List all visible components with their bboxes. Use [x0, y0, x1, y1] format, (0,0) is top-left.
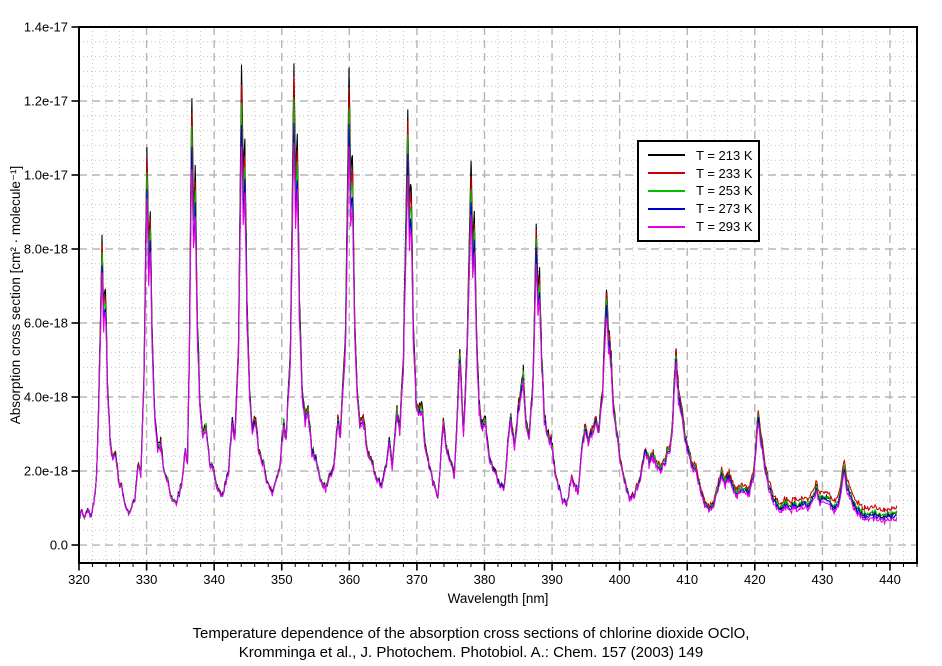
- series-line-T-293-K: [79, 142, 898, 525]
- x-tick-label: 420: [744, 572, 766, 587]
- y-tick-label: 2.0e-18: [24, 464, 68, 479]
- x-tick-label: 330: [136, 572, 158, 587]
- legend-item: T = 233 K: [648, 166, 758, 181]
- axis-tick-labels: 320 330 340 350 360 370 380 390 400 410 420 430 440 0…: [24, 20, 901, 588]
- x-tick-label: 340: [203, 572, 225, 587]
- legend-label: T = 293 K: [696, 219, 753, 235]
- y-tick-label: 1.0e-17: [24, 168, 68, 183]
- legend-item: T = 253 K: [648, 183, 758, 198]
- spectrum-chart: 320 330 340 350 360 370 380 390 400 410 420 430 440 0…: [24, 20, 918, 588]
- caption-line-1: Temperature dependence of the absorption…: [192, 625, 750, 642]
- x-tick-label: 410: [676, 572, 698, 587]
- x-tick-label: 360: [338, 572, 360, 587]
- legend-label: T = 233 K: [696, 165, 753, 181]
- grid-minor: [79, 27, 917, 563]
- x-tick-label: 440: [879, 572, 901, 587]
- legend-line-swatch: [648, 154, 685, 157]
- legend: T = 213 K T = 233 K T = 253 K T = 273 K T = …: [637, 140, 760, 242]
- legend-line-swatch: [648, 172, 685, 175]
- legend-line-swatch: [648, 189, 685, 192]
- series-group: [79, 63, 898, 525]
- legend-item: T = 213 K: [648, 148, 758, 163]
- caption-line-2: Kromminga et al., J. Photochem. Photobio…: [238, 643, 704, 661]
- y-tick-label: 4.0e-18: [24, 390, 68, 405]
- y-tick-label: 0.0: [50, 538, 68, 553]
- x-tick-label: 400: [609, 572, 631, 587]
- chart-caption: Temperature dependence of the absorption…: [0, 625, 942, 662]
- x-tick-label: 350: [271, 572, 293, 587]
- axis-ticks: [71, 26, 918, 571]
- x-tick-label: 390: [541, 572, 563, 587]
- legend-label: T = 273 K: [696, 201, 753, 217]
- y-tick-label: 6.0e-18: [24, 316, 68, 331]
- x-axis-title: Wavelength [nm]: [447, 591, 549, 606]
- x-tick-label: 320: [68, 572, 90, 587]
- series-line-T-273-K: [79, 122, 897, 521]
- x-tick-label: 380: [474, 572, 496, 587]
- y-tick-label: 1.2e-17: [24, 94, 68, 109]
- y-tick-label: 1.4e-17: [24, 20, 68, 35]
- x-tick-label: 370: [406, 572, 428, 587]
- legend-label: T = 213 K: [696, 147, 753, 163]
- legend-line-swatch: [648, 207, 685, 210]
- y-tick-label: 8.0e-18: [24, 242, 68, 257]
- legend-label: T = 253 K: [696, 183, 753, 199]
- legend-item: T = 293 K: [648, 219, 758, 234]
- legend-line-swatch: [648, 225, 685, 228]
- x-tick-label: 430: [812, 572, 834, 587]
- y-axis-title: Absorption cross section [cm² · molecule…: [8, 165, 23, 425]
- legend-item: T = 273 K: [648, 201, 758, 216]
